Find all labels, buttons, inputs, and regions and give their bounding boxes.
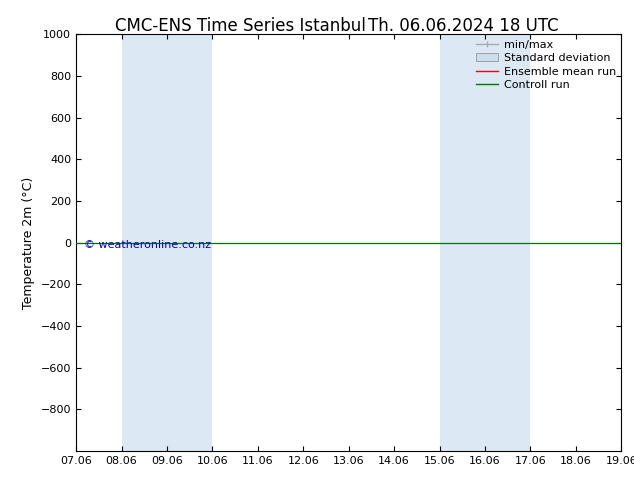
- Text: © weatheronline.co.nz: © weatheronline.co.nz: [84, 241, 211, 250]
- Text: CMC-ENS Time Series Istanbul: CMC-ENS Time Series Istanbul: [115, 17, 366, 35]
- Y-axis label: Temperature 2m (°C): Temperature 2m (°C): [22, 176, 35, 309]
- Legend: min/max, Standard deviation, Ensemble mean run, Controll run: min/max, Standard deviation, Ensemble me…: [472, 37, 619, 93]
- Text: Th. 06.06.2024 18 UTC: Th. 06.06.2024 18 UTC: [368, 17, 558, 35]
- Bar: [167, 34, 212, 451]
- Bar: [485, 34, 531, 451]
- Bar: [122, 34, 167, 451]
- Bar: [439, 34, 485, 451]
- Bar: [621, 34, 634, 451]
